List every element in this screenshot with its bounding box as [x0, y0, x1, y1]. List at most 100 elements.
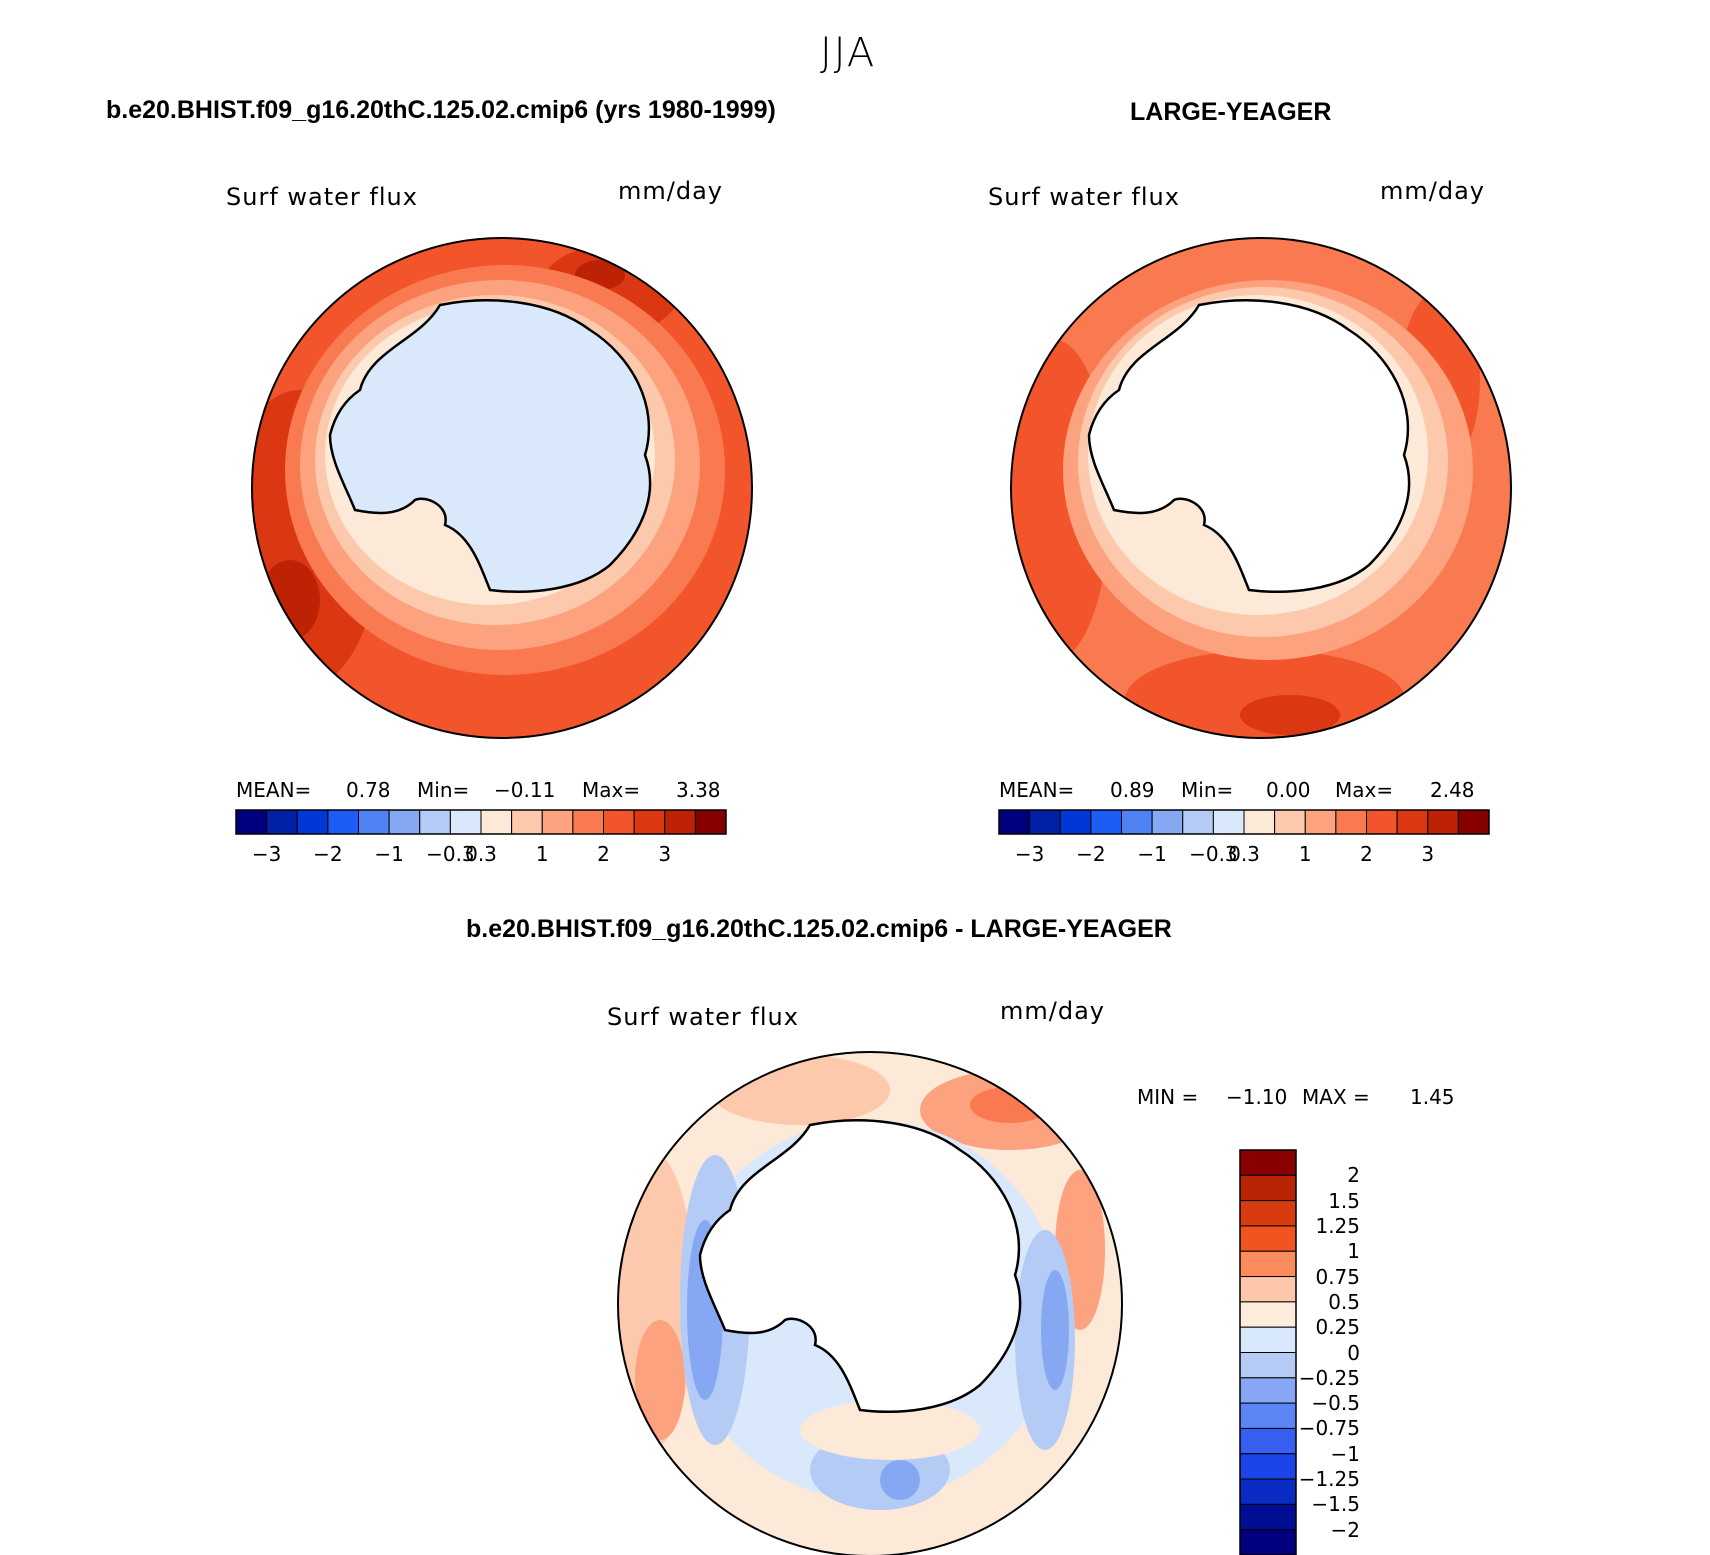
panel-1-colorbar-swatch-10 [541, 809, 574, 835]
panel-2-mean-label: MEAN= [999, 778, 1075, 802]
panel-3-colorbar-tick-0: 2 [1347, 1163, 1360, 1188]
panel-3-colorbar-tick-7: 0 [1347, 1340, 1360, 1365]
panel-2-units: mm/day [1380, 177, 1485, 205]
panel-1-colorbar-tick-2: −1 [374, 842, 404, 866]
panel-2-max-label: Max= [1335, 778, 1394, 802]
panel-3-colorbar-tick-3: 1 [1347, 1239, 1360, 1264]
panel-3-colorbar-swatch-11 [1239, 1427, 1297, 1455]
panel-3-colorbar-tick-1: 1.5 [1328, 1188, 1360, 1213]
panel-2-colorbar-tick-5: 1 [1298, 842, 1312, 866]
panel-2-colorbar-tick-2: −1 [1137, 842, 1167, 866]
panel-3-colorbar-tick-4: 0.75 [1315, 1264, 1360, 1289]
panel-1-colorbar-tick-3: −0.3 [426, 842, 475, 866]
panel-1-title: b.e20.BHIST.f09_g16.20thC.125.02.cmip6 (… [106, 96, 776, 124]
panel-2-colorbar [998, 809, 1490, 835]
panel-1-colorbar-swatch-2 [296, 809, 329, 835]
panel-3-title: b.e20.BHIST.f09_g16.20thC.125.02.cmip6 -… [466, 915, 1172, 943]
panel-1-colorbar-swatch-9 [511, 809, 543, 835]
panel-2-colorbar-swatch-14 [1427, 809, 1459, 835]
panel-1-colorbar-swatch-13 [633, 809, 666, 835]
panel-3-colorbar-swatch-6 [1239, 1301, 1297, 1328]
panel-3-colorbar-swatch-5 [1239, 1276, 1297, 1303]
panel-3-colorbar-swatch-3 [1239, 1225, 1297, 1252]
panel-3-colorbar-swatch-13 [1239, 1478, 1297, 1505]
panel-1-colorbar-swatch-14 [664, 809, 696, 835]
panel-2-colorbar-swatch-11 [1335, 809, 1367, 835]
panel-1-colorbar-tick-6: 2 [597, 842, 610, 866]
panel-2-title: LARGE-YEAGER [1130, 98, 1332, 126]
panel-2-colorbar-swatch-3 [1090, 809, 1122, 835]
panel-1-colorbar-swatch-7 [449, 809, 482, 835]
panel-3-colorbar-swatch-10 [1239, 1402, 1297, 1429]
panel-3-units: mm/day [1000, 997, 1105, 1025]
panel-1-colorbar-swatch-1 [266, 809, 298, 835]
panel-2-map [1010, 237, 1512, 739]
panel-1-colorbar-swatch-5 [388, 809, 421, 835]
panel-2-min-label: Min= [1181, 778, 1234, 802]
panel-1-colorbar-swatch-15 [694, 809, 727, 835]
panel-2-colorbar-tick-0: −3 [1014, 842, 1045, 866]
panel-2-colorbar-swatch-5 [1151, 809, 1184, 835]
panel-3-colorbar-tick-10: −0.75 [1298, 1416, 1360, 1441]
panel-3-colorbar-tick-12: −1.25 [1298, 1467, 1360, 1492]
panel-2-colorbar-tick-6: 2 [1360, 842, 1373, 866]
season-title: JJA [820, 30, 877, 76]
panel-2-colorbar-swatch-4 [1121, 809, 1153, 835]
panel-2-colorbar-tick-4: 0.3 [1228, 842, 1260, 866]
panel-1-units: mm/day [618, 177, 723, 205]
panel-3-max-value: 1.45 [1410, 1085, 1455, 1109]
panel-1-colorbar-tick-5: 1 [535, 842, 549, 866]
panel-1-colorbar-swatch-6 [419, 809, 451, 835]
panel-1-colorbar-swatch-0 [235, 809, 268, 835]
panel-1-max-label: Max= [582, 778, 641, 802]
panel-1-colorbar-swatch-8 [480, 809, 513, 835]
panel-2-colorbar-swatch-9 [1274, 809, 1306, 835]
panel-2-colorbar-swatch-0 [998, 809, 1031, 835]
panel-3-colorbar-swatch-2 [1239, 1200, 1297, 1227]
panel-2-colorbar-tick-1: −2 [1076, 842, 1106, 866]
panel-3-colorbar-swatch-1 [1239, 1174, 1297, 1202]
panel-3-colorbar-tick-2: 1.25 [1315, 1213, 1360, 1238]
panel-3-colorbar-swatch-12 [1239, 1453, 1297, 1480]
panel-1-min-label: Min= [417, 778, 470, 802]
panel-1-min-value: −0.11 [494, 778, 556, 802]
panel-2-colorbar-swatch-8 [1243, 809, 1276, 835]
panel-2-colorbar-swatch-7 [1212, 809, 1245, 835]
panel-2-max-value: 2.48 [1430, 778, 1475, 802]
panel-1-colorbar-swatch-4 [358, 809, 390, 835]
panel-3-min-label: MIN = [1137, 1085, 1199, 1109]
panel-2-colorbar-tick-7: 3 [1421, 842, 1435, 866]
panel-1-mean-label: MEAN= [236, 778, 312, 802]
panel-2-mean-value: 0.89 [1110, 778, 1155, 802]
panel-3-colorbar-swatch-7 [1239, 1326, 1297, 1353]
panel-3-map [617, 1051, 1123, 1555]
panel-1-colorbar-tick-4: 0.3 [465, 842, 497, 866]
panel-1-mean-value: 0.78 [346, 778, 391, 802]
panel-2-colorbar-swatch-6 [1182, 809, 1214, 835]
panel-1-colorbar-tick-1: −2 [313, 842, 343, 866]
panel-3-colorbar-tick-14: −2 [1330, 1517, 1360, 1542]
panel-3-colorbar-tick-6: 0.25 [1315, 1315, 1360, 1340]
panel-1-colorbar [235, 809, 727, 835]
panel-2-colorbar-swatch-13 [1396, 809, 1429, 835]
panel-3-colorbar-swatch-9 [1239, 1377, 1297, 1404]
panel-3-colorbar-tick-5: 0.5 [1328, 1289, 1360, 1314]
panel-3-colorbar-swatch-0 [1239, 1149, 1297, 1176]
panel-3-colorbar-swatch-15 [1239, 1529, 1297, 1555]
panel-2-variable: Surf water flux [988, 183, 1180, 211]
panel-3-colorbar-tick-8: −0.25 [1298, 1365, 1360, 1390]
panel-1-variable: Surf water flux [226, 183, 418, 211]
panel-2-colorbar-swatch-1 [1029, 809, 1061, 835]
panel-1-colorbar-tick-0: −3 [251, 842, 282, 866]
panel-3-colorbar-tick-13: −1.5 [1311, 1492, 1360, 1517]
panel-2-min-value: 0.00 [1266, 778, 1311, 802]
panel-1-max-value: 3.38 [676, 778, 721, 802]
panel-3-colorbar-swatch-8 [1239, 1352, 1297, 1379]
panel-1-colorbar-swatch-12 [603, 809, 635, 835]
panel-3-colorbar-swatch-4 [1239, 1250, 1297, 1278]
panel-2-colorbar-swatch-2 [1059, 809, 1092, 835]
panel-1-colorbar-tick-7: 3 [658, 842, 672, 866]
panel-3-variable: Surf water flux [607, 1003, 799, 1031]
panel-1-colorbar-swatch-3 [327, 809, 359, 835]
